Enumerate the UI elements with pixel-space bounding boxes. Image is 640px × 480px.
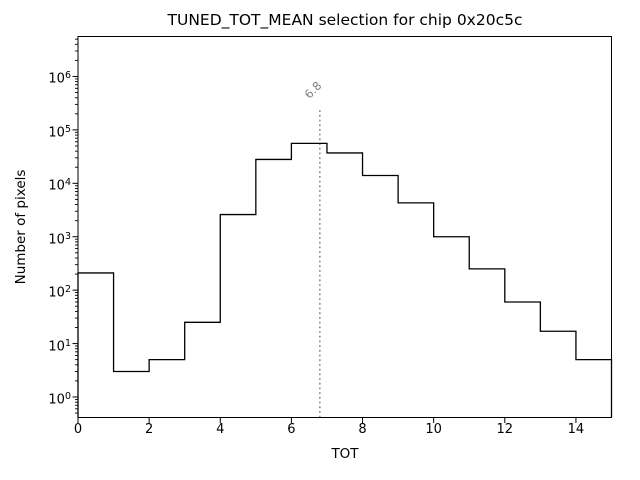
y-tick-label: 106 [48, 70, 71, 87]
x-axis-label: TOT [331, 446, 359, 462]
y-tick-label: 100 [48, 390, 71, 408]
y-tick-label: 101 [48, 337, 71, 355]
y-tick-label: 102 [48, 284, 71, 301]
chart-title: TUNED_TOT_MEAN selection for chip 0x20c5… [167, 11, 523, 29]
x-tick-label: 6 [287, 422, 296, 437]
x-tick-label: 0 [73, 422, 83, 437]
x-tick-label: 10 [425, 422, 442, 437]
x-tick-label: 8 [358, 422, 367, 437]
axes-frame [77, 36, 612, 418]
y-tick-label: 103 [48, 230, 71, 248]
x-tick-label: 4 [216, 422, 225, 437]
x-tick-label: 14 [567, 422, 585, 437]
x-tick-label: 12 [496, 422, 514, 437]
x-tick-label: 2 [144, 422, 154, 437]
histogram-step-line [77, 142, 613, 418]
y-tick-label: 105 [48, 123, 71, 141]
y-tick-label: 104 [48, 177, 71, 194]
